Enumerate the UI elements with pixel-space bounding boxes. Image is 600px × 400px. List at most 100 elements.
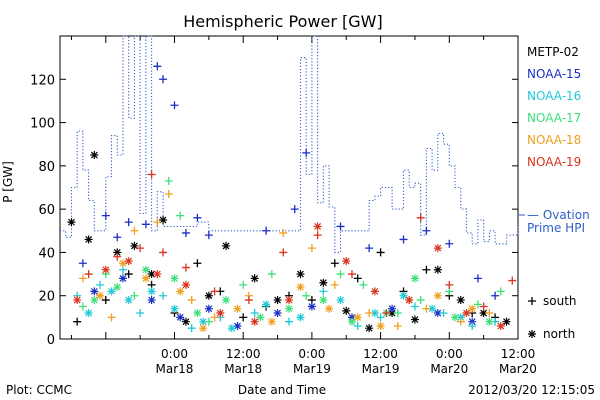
- x-tick-label: 12:00: [501, 347, 536, 361]
- noaa-15-north-point: [147, 296, 156, 305]
- metp-02-south-point: [124, 270, 133, 279]
- metp-02-north-point: [90, 151, 99, 160]
- metp-02-north-point: [388, 309, 397, 318]
- noaa-19-south-point: [382, 309, 391, 318]
- noaa-18-north-point: [353, 313, 362, 322]
- noaa-16-south-point: [136, 309, 145, 318]
- x-tick-label: 0:00: [298, 347, 325, 361]
- noaa-15-south-point: [445, 239, 454, 248]
- legend: METP-02 NOAA-15 NOAA-16 NOAA-17 NOAA-18 NOAA-…: [519, 45, 590, 341]
- noaa-18-south-point: [153, 218, 162, 227]
- noaa-17-south-point: [78, 302, 87, 311]
- legend-entry: NOAA-19: [527, 155, 581, 169]
- noaa-15-south-point: [193, 213, 202, 222]
- metp-02-north-point: [433, 265, 442, 274]
- noaa-16-north-point: [124, 296, 133, 305]
- x-tick-label: 0:00: [436, 347, 463, 361]
- noaa-18-north-point: [96, 291, 105, 300]
- noaa-18-north-point: [233, 304, 242, 313]
- noaa-17-north-point: [285, 304, 293, 313]
- noaa-16-north-point: [147, 287, 156, 296]
- noaa-16-south-point: [250, 309, 259, 318]
- noaa-19-south-point: [181, 263, 190, 272]
- noaa-19-south-point: [279, 248, 288, 257]
- noaa-15-south-point: [365, 244, 374, 253]
- noaa-15-north-point: [204, 304, 213, 313]
- noaa-18-north-point: [468, 304, 477, 313]
- noaa-15-north-point: [307, 302, 316, 311]
- south-marker-symbol: [528, 297, 536, 305]
- noaa-16-north-point: [84, 309, 93, 318]
- x-axis-label: Date and Time: [238, 383, 326, 397]
- noaa-15-south-point: [302, 148, 311, 157]
- noaa-16-north-point: [456, 313, 465, 322]
- noaa-18-north-point: [325, 304, 334, 313]
- y-tick-label: 20: [38, 290, 55, 305]
- x-tick-date-label: Mar20: [499, 362, 537, 376]
- noaa-16-north-point: [296, 313, 305, 322]
- y-tick-label: 60: [38, 203, 55, 218]
- noaa-19-south-point: [84, 270, 93, 279]
- noaa-16-south-point: [96, 280, 105, 289]
- noaa-18-south-point: [365, 309, 374, 318]
- metp-02-north-point: [250, 274, 259, 283]
- x-tick-date-label: Mar19: [362, 362, 400, 376]
- plot-timestamp: 2012/03/20 12:15:05: [468, 383, 595, 397]
- metp-02-north-point: [456, 296, 465, 305]
- noaa-18-south-point: [307, 244, 316, 253]
- noaa-19-south-point: [445, 280, 454, 289]
- y-axis-label: P [GW]: [1, 161, 15, 203]
- marker-legend-label: north: [543, 327, 575, 341]
- noaa-19-south-point: [113, 252, 122, 261]
- noaa-19-north-point: [101, 265, 110, 274]
- noaa-17-south-point: [302, 291, 311, 300]
- metp-02-north-point: [319, 278, 328, 287]
- noaa-17-north-point: [170, 274, 179, 283]
- metp-02-north-point: [159, 215, 168, 224]
- noaa-19-south-point: [210, 287, 219, 296]
- y-tick-label: 100: [30, 117, 55, 132]
- noaa-15-south-point: [170, 101, 179, 110]
- noaa-18-north-point: [267, 317, 276, 326]
- noaa-17-north-point: [113, 283, 122, 292]
- noaa-16-north-point: [399, 291, 408, 300]
- noaa-15-north-point: [176, 313, 185, 322]
- noaa-18-south-point: [164, 189, 173, 198]
- metp-02-south-point: [101, 296, 110, 305]
- x-tick-label: 12:00: [363, 347, 398, 361]
- y-tick-label: 0: [47, 333, 55, 348]
- noaa-18-south-point: [422, 304, 431, 313]
- marker-legend-label: south: [543, 294, 577, 308]
- noaa-18-north-point: [141, 274, 150, 283]
- noaa-15-south-point: [159, 75, 168, 84]
- noaa-18-south-point: [78, 274, 87, 283]
- noaa-16-south-point: [159, 291, 168, 300]
- noaa-16-north-point: [170, 304, 179, 313]
- noaa-17-south-point: [164, 177, 173, 186]
- noaa-17-north-point: [347, 317, 356, 326]
- noaa-18-south-point: [330, 280, 339, 289]
- noaa-17-south-point: [393, 309, 402, 318]
- noaa-16-south-point: [410, 302, 419, 311]
- noaa-15-south-point: [422, 226, 431, 235]
- noaa-19-north-point: [370, 287, 379, 296]
- metp-02-south-point: [193, 259, 202, 268]
- metp-02-north-point: [479, 309, 488, 318]
- noaa-16-north-point: [428, 304, 437, 313]
- noaa-17-north-point: [222, 296, 231, 305]
- noaa-15-south-point: [181, 228, 190, 237]
- x-tick-label: 0:00: [161, 347, 188, 361]
- metp-02-north-point: [204, 291, 213, 300]
- metp-02-north-point: [113, 248, 122, 257]
- noaa-15-north-point: [273, 309, 282, 318]
- noaa-16-south-point: [353, 322, 362, 331]
- noaa-15-south-point: [336, 222, 345, 231]
- noaa-19-south-point: [136, 244, 145, 253]
- noaa-16-north-point: [227, 324, 236, 333]
- noaa-18-south-point: [130, 226, 139, 235]
- noaa-19-north-point: [250, 317, 259, 326]
- noaa-18-north-point: [433, 291, 442, 300]
- noaa-19-south-point: [508, 276, 517, 285]
- noaa-19-north-point: [462, 309, 471, 318]
